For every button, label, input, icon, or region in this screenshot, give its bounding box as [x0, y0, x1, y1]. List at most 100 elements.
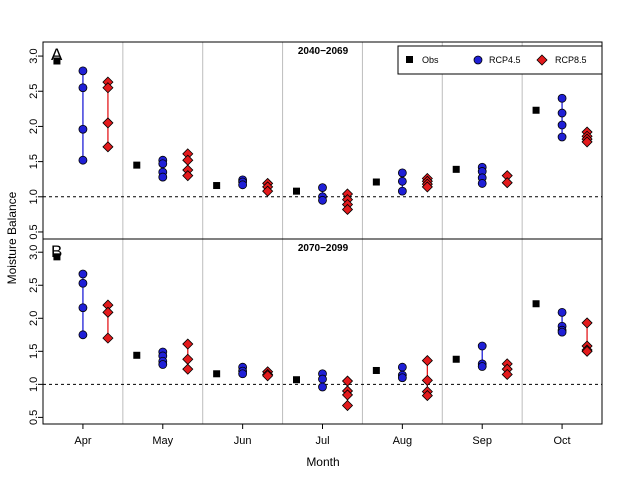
legend: Obs RCP4.5 RCP8.5: [397, 45, 603, 75]
obs-point: [452, 355, 460, 363]
y-tick-label: 3.0: [28, 245, 40, 260]
y-tick-label: 2.5: [28, 84, 40, 99]
rcp85-point: [262, 370, 274, 382]
rcp85-point: [341, 389, 354, 401]
rcp85-point: [102, 82, 114, 94]
obs-point: [213, 182, 221, 190]
obs-point: [53, 253, 61, 261]
x-axis-label: Month: [306, 455, 339, 469]
rcp45-point: [477, 341, 487, 351]
obs-point: [213, 370, 221, 378]
rcp85-point: [102, 306, 114, 318]
x-tick-label: Jul: [315, 435, 329, 447]
x-axis-ticks: Apr May Jun Jul Aug Sep Oct: [74, 424, 571, 447]
legend-rcp85-label: RCP8.5: [555, 55, 587, 65]
panel-letter: A: [51, 45, 63, 64]
obs-point: [372, 178, 380, 186]
obs-point: [532, 300, 540, 308]
obs-point: [133, 351, 141, 359]
rcp85-point: [581, 345, 593, 357]
rcp45-point: [78, 83, 88, 93]
panels-layer: 0.5 1.0 1.5 2.0 2.5 3.0 A 2040−2069 0.5 1.0 1.5 2.0…: [28, 41, 603, 425]
rcp45-point: [397, 373, 407, 383]
obs-point: [53, 57, 61, 65]
x-tick-label: Aug: [393, 435, 413, 447]
rcp85-point: [341, 203, 354, 216]
rcp45-point: [158, 159, 168, 169]
rcp85-point: [421, 390, 433, 402]
rcp45-point: [557, 93, 567, 103]
panel-period-label: 2070−2099: [298, 243, 349, 254]
rcp85-point: [421, 355, 433, 367]
rcp45-point: [78, 124, 88, 134]
legend-rcp45-label: RCP4.5: [489, 55, 521, 65]
rcp85-point: [182, 353, 194, 365]
panel-letter: B: [51, 242, 62, 261]
x-tick-label: Jun: [234, 435, 252, 447]
y-tick-label: 2.0: [28, 119, 40, 134]
rcp45-point: [557, 132, 567, 142]
panel-frame: [42, 238, 603, 425]
rcp45-point: [477, 179, 487, 188]
rcp85-point: [182, 338, 194, 350]
rcp85-point: [182, 154, 194, 166]
rcp45-point: [557, 120, 567, 130]
obs-point: [452, 165, 460, 173]
rcp45-point: [318, 374, 327, 384]
obs-point: [133, 161, 141, 169]
y-tick-label: 2.5: [28, 278, 40, 293]
y-tick-label: 3.0: [28, 48, 40, 63]
rcp45-point: [238, 369, 248, 379]
rcp45-point: [557, 108, 567, 118]
rcp45-point: [78, 330, 88, 340]
rcp85-point: [421, 181, 433, 193]
x-tick-label: May: [152, 435, 173, 447]
y-tick-label: 0.5: [28, 410, 40, 425]
x-tick-label: Sep: [472, 435, 492, 447]
rcp45-point: [158, 172, 168, 182]
legend-rcp45-marker: [473, 55, 483, 65]
obs-point: [372, 366, 380, 374]
rcp45-point: [318, 183, 327, 193]
rcp45-point: [557, 327, 567, 337]
y-tick-label: 2.0: [28, 311, 40, 326]
legend-rcp85-marker: [536, 54, 548, 66]
legend-obs-marker: [406, 56, 413, 63]
y-tick-label: 0.5: [28, 224, 40, 239]
y-axis-label: Moisture Balance: [5, 191, 19, 284]
rcp85-point: [102, 117, 114, 129]
rcp45-point: [78, 269, 88, 279]
rcp85-point: [501, 368, 513, 381]
rcp45-point: [397, 362, 407, 372]
legend-box: [397, 45, 603, 75]
x-tick-label: Apr: [74, 435, 91, 447]
rcp85-point: [102, 332, 114, 344]
rcp85-point: [581, 317, 593, 329]
rcp85-point: [182, 170, 194, 182]
rcp85-point: [421, 374, 433, 386]
rcp45-point: [397, 176, 407, 186]
rcp45-point: [78, 155, 88, 165]
x-tick-label: Oct: [554, 435, 571, 447]
rcp45-point: [477, 362, 487, 371]
rcp45-point: [318, 195, 327, 205]
rcp85-point: [581, 136, 593, 148]
rcp85-point: [262, 185, 274, 197]
obs-point: [532, 106, 540, 114]
rcp45-point: [397, 168, 407, 178]
rcp45-point: [78, 278, 88, 288]
rcp45-point: [238, 180, 248, 190]
panel-a: 0.5 1.0 1.5 2.0 2.5 3.0 A 2040−2069: [28, 41, 603, 240]
rcp45-point: [318, 382, 327, 392]
rcp45-point: [397, 186, 407, 196]
y-tick-label: 1.0: [28, 189, 40, 204]
rcp85-point: [501, 177, 513, 189]
legend-obs-label: Obs: [422, 55, 439, 65]
panel-b: 0.5 1.0 1.5 2.0 2.5 3.0 B 2070−2099: [28, 238, 603, 425]
y-tick-label: 1.5: [28, 344, 40, 359]
panel-period-label: 2040−2069: [298, 46, 349, 57]
rcp45-point: [557, 307, 567, 317]
y-tick-label: 1.0: [28, 377, 40, 392]
rcp85-point: [341, 399, 354, 412]
